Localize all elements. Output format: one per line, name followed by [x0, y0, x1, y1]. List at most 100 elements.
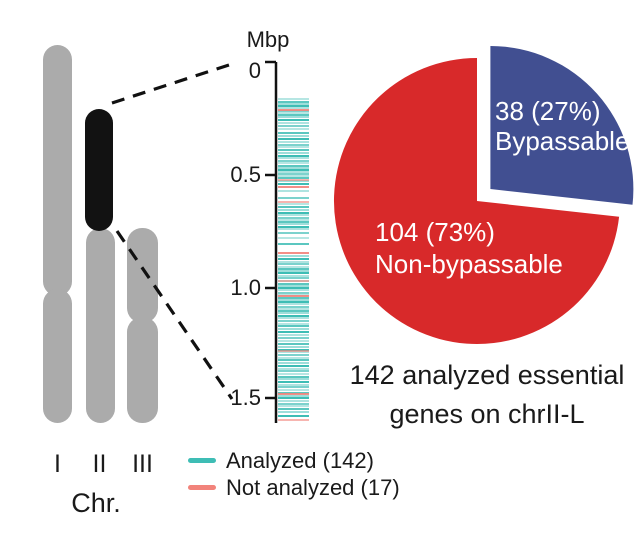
analyzed-gene-mark [278, 183, 309, 185]
pie-slice-non-bypassable [333, 58, 620, 344]
analyzed-gene-mark [278, 218, 309, 221]
analyzed-gene-mark [278, 364, 309, 367]
analyzed-gene-mark [278, 166, 309, 169]
analyzed-gene-mark [278, 348, 309, 351]
axis-unit-label: Mbp [246, 27, 290, 52]
not-analyzed-gene-mark [278, 186, 309, 189]
analyzed-gene-mark [278, 125, 309, 127]
analyzed-gene-mark [278, 381, 309, 383]
analyzed-gene-mark [278, 143, 309, 146]
analyzed-gene-mark [278, 196, 309, 199]
analyzed-gene-mark [278, 296, 309, 299]
analyzed-gene-mark [278, 267, 309, 270]
analyzed-gene-mark [278, 325, 309, 328]
chromosome-I-shape [43, 45, 72, 423]
analyzed-gene-mark [278, 258, 309, 261]
axis-tick-1-0: 1.0 [230, 275, 261, 300]
analyzed-gene-mark [278, 312, 309, 315]
analyzed-gene-mark [278, 221, 309, 223]
analyzed-gene-mark [278, 343, 309, 345]
chromosome-II-shape [86, 228, 115, 423]
analyzed-gene-mark [278, 169, 309, 171]
analyzed-gene-mark [278, 270, 309, 273]
analyzed-gene-mark [278, 225, 309, 228]
gene-position-track [278, 62, 309, 426]
legend-label-analyzed: Analyzed (142) [226, 447, 374, 473]
chromosome-axis-caption: Chr. [71, 488, 121, 518]
not-analyzed-gene-mark [278, 178, 309, 181]
analyzed-gene-mark [278, 375, 309, 378]
analyzed-gene-mark [278, 140, 309, 143]
analyzed-gene-mark [278, 231, 309, 234]
analyzed-gene-mark [278, 284, 309, 287]
analyzed-gene-mark [278, 402, 309, 405]
analyzed-gene-mark [278, 291, 309, 294]
analyzed-gene-mark [278, 134, 309, 137]
analyzed-gene-mark [278, 263, 309, 265]
analyzed-gene-mark [278, 131, 309, 134]
analyzed-gene-mark [278, 301, 309, 303]
analyzed-gene-mark [278, 314, 309, 317]
analyzed-gene-mark [278, 372, 309, 375]
analyzed-gene-mark [278, 331, 309, 334]
analyzed-gene-mark [278, 405, 309, 408]
analyzed-gene-mark [278, 298, 309, 301]
legend-label-not-analyzed: Not analyzed (17) [226, 474, 400, 500]
analyzed-gene-mark [278, 319, 309, 322]
analyzed-gene-mark [278, 106, 309, 109]
analyzed-gene-mark [278, 411, 309, 414]
analyzed-gene-mark [278, 206, 309, 209]
non-bypassable-name: Non-bypassable [375, 249, 563, 279]
analyzed-gene-mark [278, 137, 309, 140]
analyzed-gene-mark [278, 282, 309, 285]
analyzed-gene-mark [278, 408, 309, 411]
analyzed-gene-mark [278, 171, 309, 174]
analyzed-gene-mark [278, 328, 309, 331]
analyzed-gene-mark [278, 104, 309, 107]
analyzed-swatch-icon [188, 458, 216, 463]
analyzed-gene-mark [278, 211, 309, 214]
analyzed-gene-mark [278, 386, 309, 389]
analyzed-gene-mark [278, 353, 309, 356]
analyzed-gene-mark [278, 119, 309, 122]
analyzed-gene-mark [278, 287, 309, 289]
analyzed-gene-mark [278, 317, 309, 320]
chromosome-III-label: III [132, 450, 153, 478]
analyzed-gene-mark [278, 180, 309, 183]
analyzed-gene-mark [278, 414, 309, 417]
analyzed-gene-mark [278, 102, 309, 105]
analyzed-gene-mark [278, 209, 309, 211]
analyzed-gene-mark [278, 391, 309, 394]
not-analyzed-gene-mark [278, 294, 309, 297]
analyzed-gene-mark [278, 274, 309, 277]
analyzed-gene-mark [278, 173, 309, 176]
mbp-axis [265, 60, 278, 423]
analyzed-gene-mark [278, 113, 309, 116]
pie-caption: 142 analyzed essential genes on chrII-L [327, 356, 642, 434]
chromosome-I-label: I [54, 450, 61, 478]
analyzed-gene-mark [278, 337, 309, 340]
analyzed-gene-mark [278, 340, 309, 343]
axis-tick-0: 0 [248, 58, 261, 83]
analyzed-gene-mark [278, 334, 309, 337]
analyzed-gene-mark [278, 100, 309, 103]
pie-caption-line1: 142 analyzed essential [349, 360, 625, 390]
analyzed-gene-mark [278, 177, 309, 180]
analyzed-gene-mark [278, 305, 309, 308]
analyzed-gene-mark [278, 164, 309, 167]
analyzed-gene-mark [278, 397, 309, 400]
analyzed-gene-mark [278, 345, 309, 348]
analyzed-gene-mark [278, 400, 309, 402]
analyzed-gene-mark [278, 277, 309, 280]
analyzed-gene-mark [278, 162, 309, 165]
legend-item-not-analyzed: Not analyzed (17) [188, 474, 400, 501]
analyzed-gene-mark [278, 151, 309, 154]
analyzed-gene-mark [278, 146, 309, 149]
analyzed-gene-mark [278, 310, 309, 313]
legend: Analyzed (142) Not analyzed (17) [188, 447, 400, 501]
analyzed-gene-mark [278, 111, 309, 114]
analyzed-gene-mark [278, 122, 309, 124]
analyzed-gene-mark [278, 303, 309, 306]
